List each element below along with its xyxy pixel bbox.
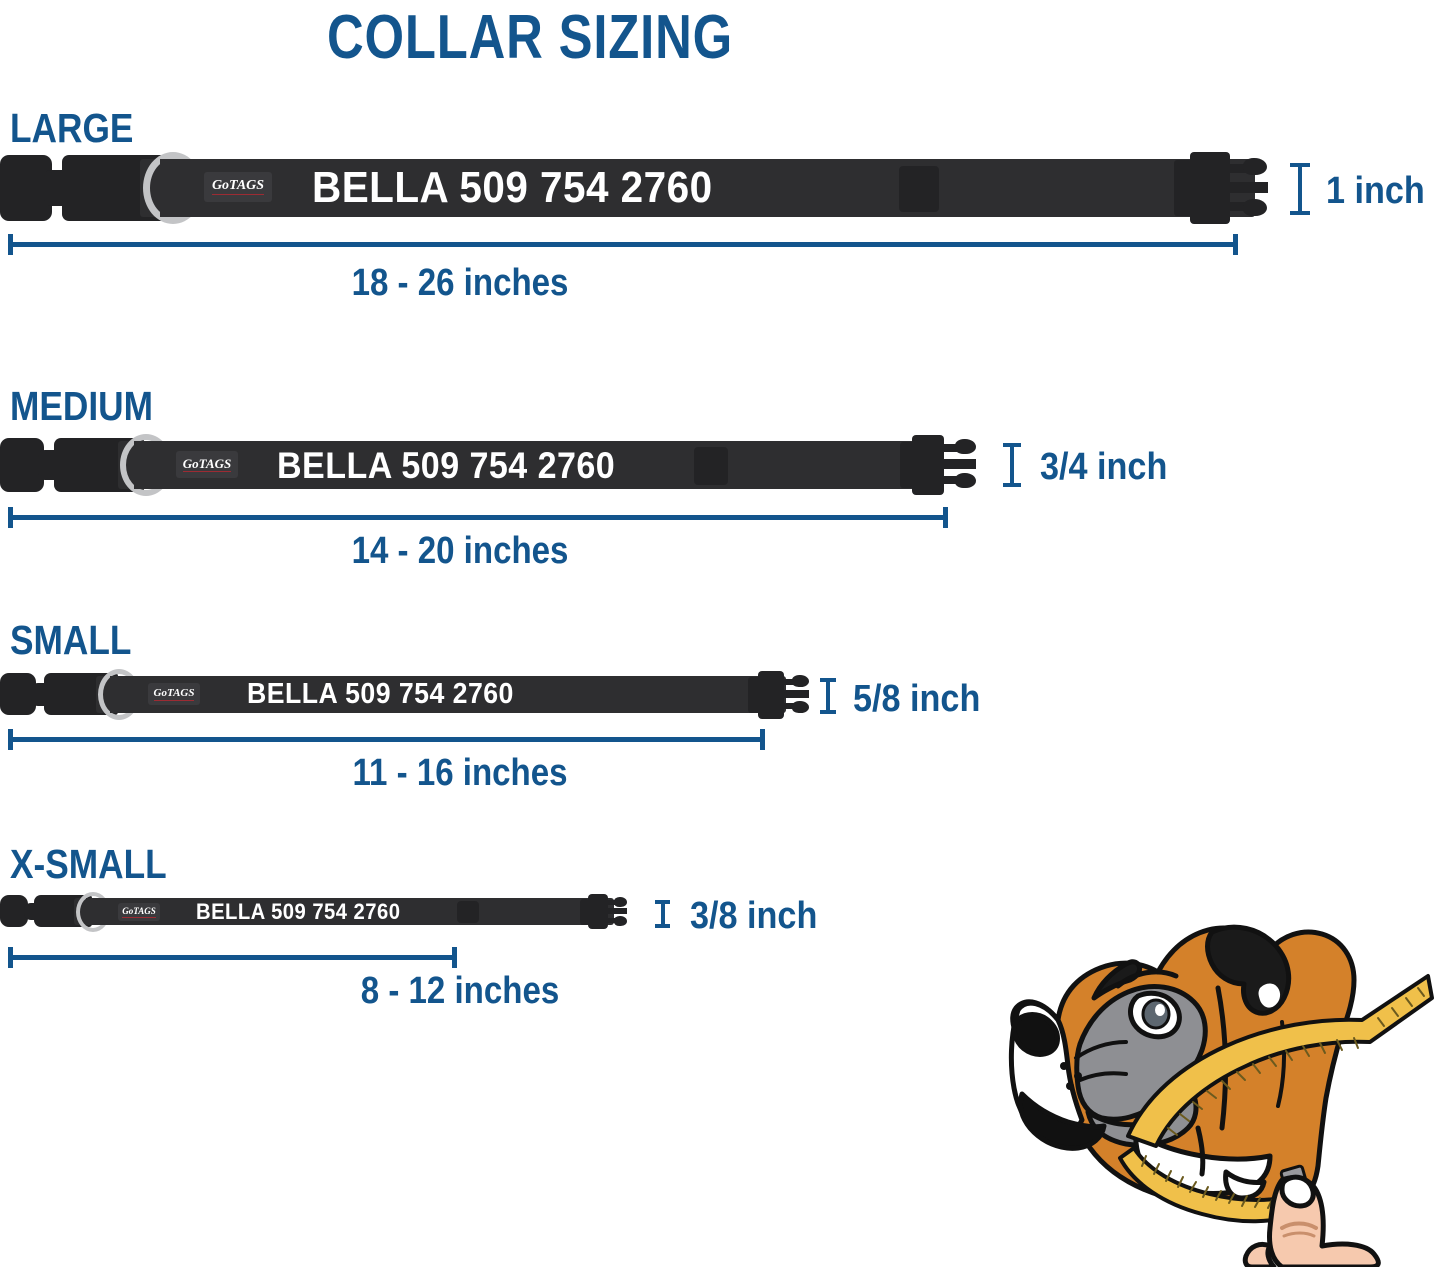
- length-dimension-cap-left: [8, 234, 13, 255]
- size-label-large: LARGE: [10, 105, 134, 151]
- length-dimension-line-small: [8, 737, 765, 742]
- buckle-prong-middle: [605, 908, 627, 914]
- buckle-prong-top: [605, 900, 619, 905]
- width-measure-cap-bottom: [655, 924, 670, 928]
- size-label-small: SMALL: [10, 617, 132, 663]
- width-label-small: 5/8 inch: [853, 678, 981, 720]
- strap-keeper: [899, 166, 939, 212]
- length-label-small: 11 - 16 inches: [352, 752, 568, 794]
- buckle-right-body: [1190, 152, 1230, 224]
- page-title: COLLAR SIZING: [326, 3, 734, 72]
- buckle-prong-bottom-barb: [1243, 199, 1267, 216]
- brand-logo-text: GoTAGS: [182, 456, 232, 472]
- buckle-prong-middle: [1226, 182, 1268, 193]
- buckle-prong-bottom: [1226, 202, 1256, 211]
- width-measure-bar: [826, 678, 830, 714]
- width-measure-bar: [1010, 443, 1014, 487]
- buckle-right-body: [588, 894, 608, 929]
- length-dimension-cap-right: [1233, 234, 1238, 255]
- buckle-prong-bottom: [605, 918, 619, 923]
- buckle-prong-top: [1226, 164, 1256, 173]
- brand-logo-patch: GoTAGS: [204, 172, 272, 202]
- length-dimension-cap-left: [8, 507, 13, 528]
- buckle-right-body: [758, 671, 784, 719]
- brand-logo-text: GoTAGS: [211, 178, 265, 195]
- buckle-left-housing: [0, 895, 28, 927]
- collar-strap: [96, 676, 786, 713]
- strap-keeper: [694, 447, 728, 485]
- length-dimension-cap-right: [452, 947, 457, 968]
- length-label-xsmall: 8 - 12 inches: [360, 970, 560, 1012]
- collar-strap: [140, 159, 1255, 217]
- buckle-prong-top-barb: [1243, 158, 1267, 175]
- buckle-left-housing: [0, 673, 36, 715]
- collar-strap: [118, 441, 938, 489]
- engraved-text: BELLA 509 754 2760: [312, 163, 713, 212]
- width-measure-xsmall: [655, 900, 670, 928]
- buckle-prong-bottom: [781, 703, 800, 709]
- d-ring-strap-overlap: [86, 898, 114, 925]
- buckle-right-neck: [900, 442, 914, 488]
- size-label-medium: MEDIUM: [10, 383, 153, 429]
- length-dimension-cap-right: [760, 729, 765, 750]
- length-dimension-cap-right: [943, 507, 948, 528]
- brand-logo-patch: GoTAGS: [176, 451, 238, 478]
- buckle-right-body: [912, 435, 944, 495]
- buckle-prong-bottom-barb: [792, 701, 809, 713]
- width-label-medium: 3/4 inch: [1040, 446, 1168, 488]
- brand-logo-patch: GoTAGS: [118, 903, 160, 921]
- buckle-prong-top: [941, 444, 965, 452]
- width-measure-cap-bottom: [1003, 483, 1021, 487]
- length-dimension-cap-left: [8, 947, 13, 968]
- buckle-prong-middle: [941, 459, 976, 469]
- width-label-xsmall: 3/8 inch: [690, 895, 818, 937]
- d-ring-strap-overlap: [110, 676, 144, 713]
- buckle-prong-bottom-barb: [955, 473, 976, 488]
- width-measure-large: [1290, 163, 1310, 215]
- buckle-prong-top-barb: [955, 439, 976, 454]
- buckle-left-housing: [0, 438, 44, 492]
- buckle-right-neck: [580, 899, 589, 925]
- buckle-prong-top-barb: [792, 675, 809, 687]
- length-label-large: 18 - 26 inches: [351, 262, 569, 304]
- length-dimension-line-medium: [8, 515, 948, 520]
- dog-measuring-illustration: [930, 880, 1445, 1267]
- width-measure-bar: [660, 900, 665, 928]
- strap-keeper: [457, 901, 479, 923]
- length-dimension-cap-left: [8, 729, 13, 750]
- length-dimension-line-large: [8, 242, 1238, 247]
- length-label-medium: 14 - 20 inches: [351, 530, 569, 572]
- buckle-prong-bottom: [941, 476, 965, 484]
- width-measure-cap-bottom: [820, 710, 836, 714]
- buckle-right-neck: [748, 677, 760, 713]
- engraved-text: BELLA 509 754 2760: [277, 445, 616, 486]
- brand-logo-text: GoTAGS: [153, 686, 195, 701]
- brand-logo-patch: GoTAGS: [148, 683, 200, 705]
- d-ring-strap-overlap: [134, 441, 176, 489]
- width-measure-cap-bottom: [1290, 211, 1310, 215]
- size-label-xsmall: X-SMALL: [10, 841, 167, 887]
- buckle-prong-middle: [781, 690, 809, 698]
- buckle-right-neck: [1174, 160, 1192, 216]
- buckle-left-housing: [0, 155, 52, 221]
- collar-strap: [74, 898, 614, 925]
- engraved-text: BELLA 509 754 2760: [196, 899, 401, 924]
- width-measure-small: [820, 678, 836, 714]
- engraved-text: BELLA 509 754 2760: [247, 678, 514, 710]
- buckle-prong-top-barb: [614, 897, 627, 907]
- width-label-large: 1 inch: [1326, 170, 1425, 212]
- buckle-prong-top: [781, 679, 800, 685]
- buckle-prong-bottom-barb: [614, 916, 627, 926]
- length-dimension-line-xsmall: [8, 955, 457, 960]
- width-measure-medium: [1003, 443, 1021, 487]
- brand-logo-text: GoTAGS: [122, 905, 156, 918]
- d-ring-strap-overlap: [160, 159, 206, 217]
- width-measure-bar: [1298, 163, 1302, 215]
